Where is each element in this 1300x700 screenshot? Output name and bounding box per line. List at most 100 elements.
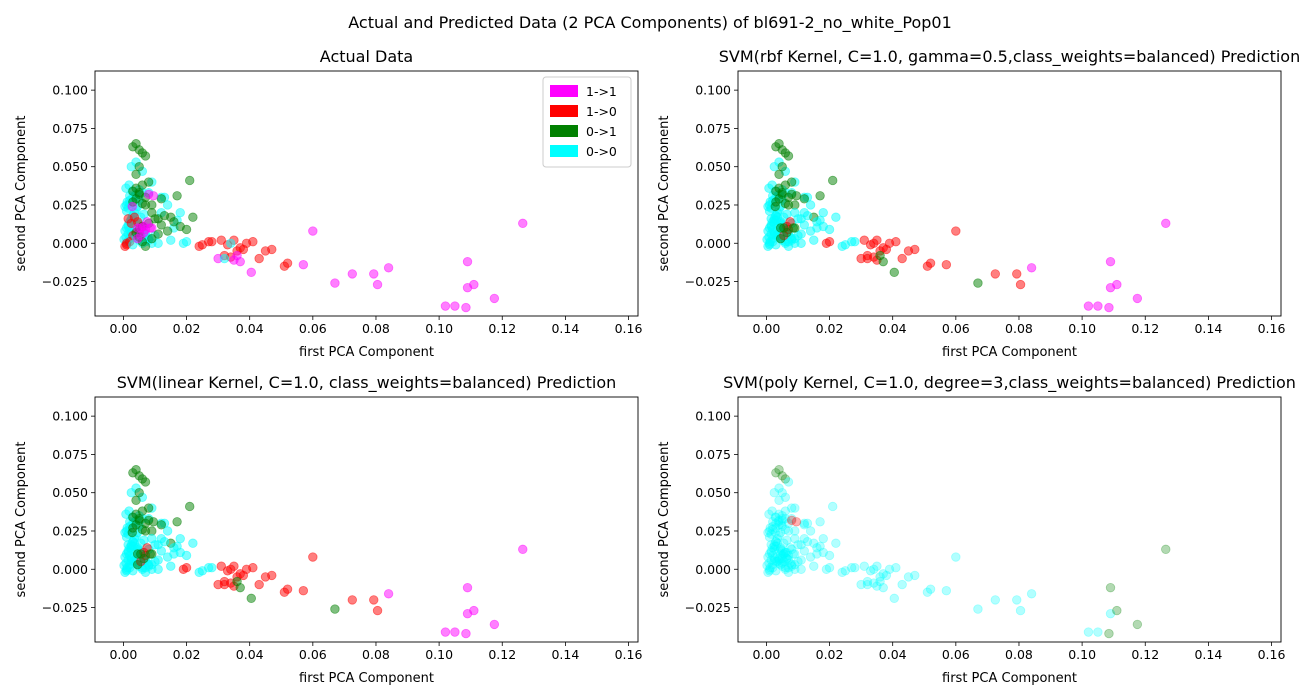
scatter-point bbox=[769, 488, 780, 498]
scatter-point bbox=[134, 161, 144, 172]
scatter-points bbox=[762, 139, 1171, 313]
scatter-point bbox=[773, 517, 784, 527]
scatter-point bbox=[779, 549, 789, 559]
scatter-point bbox=[831, 538, 841, 548]
scatter-point bbox=[767, 506, 777, 516]
scatter-point bbox=[799, 194, 810, 204]
scatter-point bbox=[248, 563, 258, 573]
subplot-3: 0.00 0.02 0.04 0.06 0.08 0.10 0.12 0.14 0.16 −0.0… bbox=[14, 373, 642, 686]
legend-label: 0->1 bbox=[586, 124, 617, 139]
x-tick-label: 0.02 bbox=[173, 647, 201, 662]
scatter-point bbox=[771, 541, 781, 552]
scatter-point bbox=[790, 223, 800, 233]
x-tick-label: 0.14 bbox=[551, 647, 579, 662]
scatter-point bbox=[188, 212, 198, 222]
scatter-point bbox=[815, 191, 825, 201]
scatter-point bbox=[1015, 605, 1026, 616]
scatter-point bbox=[790, 533, 800, 544]
scatter-point bbox=[762, 560, 772, 571]
scatter-point bbox=[147, 549, 157, 559]
scatter-point bbox=[147, 233, 157, 244]
subplot-title: SVM(linear Kernel, C=1.0, class_weights=… bbox=[117, 373, 617, 393]
scatter-point bbox=[783, 567, 794, 578]
scatter-point bbox=[785, 558, 795, 568]
scatter-point bbox=[156, 220, 167, 230]
x-tick-label: 0.08 bbox=[362, 647, 390, 662]
scatter-point bbox=[764, 509, 774, 519]
scatter-point bbox=[821, 564, 832, 574]
scatter-point bbox=[780, 547, 791, 558]
scatter-point bbox=[462, 256, 473, 267]
subplot-title: SVM(rbf Kernel, C=1.0, gamma=0.5,class_w… bbox=[719, 47, 1300, 67]
scatter-point bbox=[771, 556, 781, 567]
scatter-point bbox=[207, 563, 217, 573]
legend-swatch bbox=[550, 85, 578, 97]
scatter-point bbox=[181, 563, 192, 573]
x-tick-label: 0.08 bbox=[1005, 321, 1033, 336]
scatter-point bbox=[518, 544, 528, 555]
scatter-point bbox=[799, 220, 810, 230]
scatter-point bbox=[783, 241, 794, 252]
scatter-point bbox=[790, 503, 800, 513]
scatter-point bbox=[897, 579, 907, 590]
scatter-point bbox=[162, 200, 173, 210]
scatter-point bbox=[782, 553, 792, 564]
legend-label: 0->0 bbox=[586, 144, 617, 159]
scatter-point bbox=[796, 555, 806, 565]
scatter-point bbox=[951, 226, 961, 236]
scatter-point bbox=[766, 546, 776, 556]
scatter-point bbox=[769, 553, 780, 564]
scatter-point bbox=[771, 523, 781, 533]
x-tick-label: 0.04 bbox=[236, 321, 264, 336]
scatter-point bbox=[308, 226, 318, 236]
scatter-point bbox=[175, 533, 185, 544]
scatter-point bbox=[780, 552, 791, 562]
scatter-point bbox=[763, 552, 773, 562]
scatter-point bbox=[372, 605, 383, 616]
scatter-point bbox=[772, 556, 783, 567]
x-tick-label: 0.08 bbox=[1005, 647, 1033, 662]
scatter-point bbox=[248, 237, 258, 247]
scatter-point bbox=[796, 564, 806, 574]
x-tick-label: 0.04 bbox=[236, 647, 264, 662]
scatter-point bbox=[774, 553, 784, 564]
x-tick-label: 0.10 bbox=[425, 647, 453, 662]
scatter-point bbox=[891, 237, 901, 247]
scatter-point bbox=[1012, 269, 1022, 279]
scatter-point bbox=[824, 224, 835, 235]
scatter-point bbox=[850, 237, 860, 247]
x-tick-label: 0.00 bbox=[109, 647, 137, 662]
y-tick-label: 0.050 bbox=[52, 485, 88, 500]
scatter-point bbox=[267, 244, 277, 255]
y-tick-label: 0.025 bbox=[695, 197, 731, 212]
legend-swatch bbox=[550, 105, 578, 117]
scatter-point bbox=[172, 517, 182, 527]
scatter-point bbox=[990, 269, 1000, 279]
scatter-point bbox=[772, 552, 783, 562]
scatter-point bbox=[799, 546, 810, 556]
scatter-point bbox=[219, 253, 230, 264]
scatter-point bbox=[162, 526, 173, 536]
scatter-point bbox=[282, 258, 293, 268]
scatter-point bbox=[764, 532, 775, 542]
x-tick-label: 0.16 bbox=[615, 321, 643, 336]
scatter-point bbox=[783, 200, 794, 210]
scatter-point bbox=[840, 566, 851, 576]
y-tick-label: 0.050 bbox=[695, 485, 731, 500]
scatter-point bbox=[856, 579, 866, 590]
scatter-point bbox=[846, 563, 857, 573]
scatter-point bbox=[469, 605, 479, 616]
x-tick-label: 0.00 bbox=[752, 321, 780, 336]
scatter-point bbox=[771, 468, 781, 478]
scatter-point bbox=[777, 553, 787, 564]
scatter-point bbox=[1026, 263, 1037, 273]
x-tick-label: 0.06 bbox=[942, 321, 970, 336]
y-tick-label: 0.075 bbox=[52, 447, 88, 462]
scatter-point bbox=[782, 535, 792, 545]
scatter-point bbox=[226, 564, 236, 574]
scatter-point bbox=[765, 563, 775, 573]
scatter-points bbox=[762, 465, 1171, 639]
scatter-point bbox=[812, 543, 822, 553]
scatter-point bbox=[764, 526, 775, 536]
scatter-point bbox=[771, 512, 781, 522]
